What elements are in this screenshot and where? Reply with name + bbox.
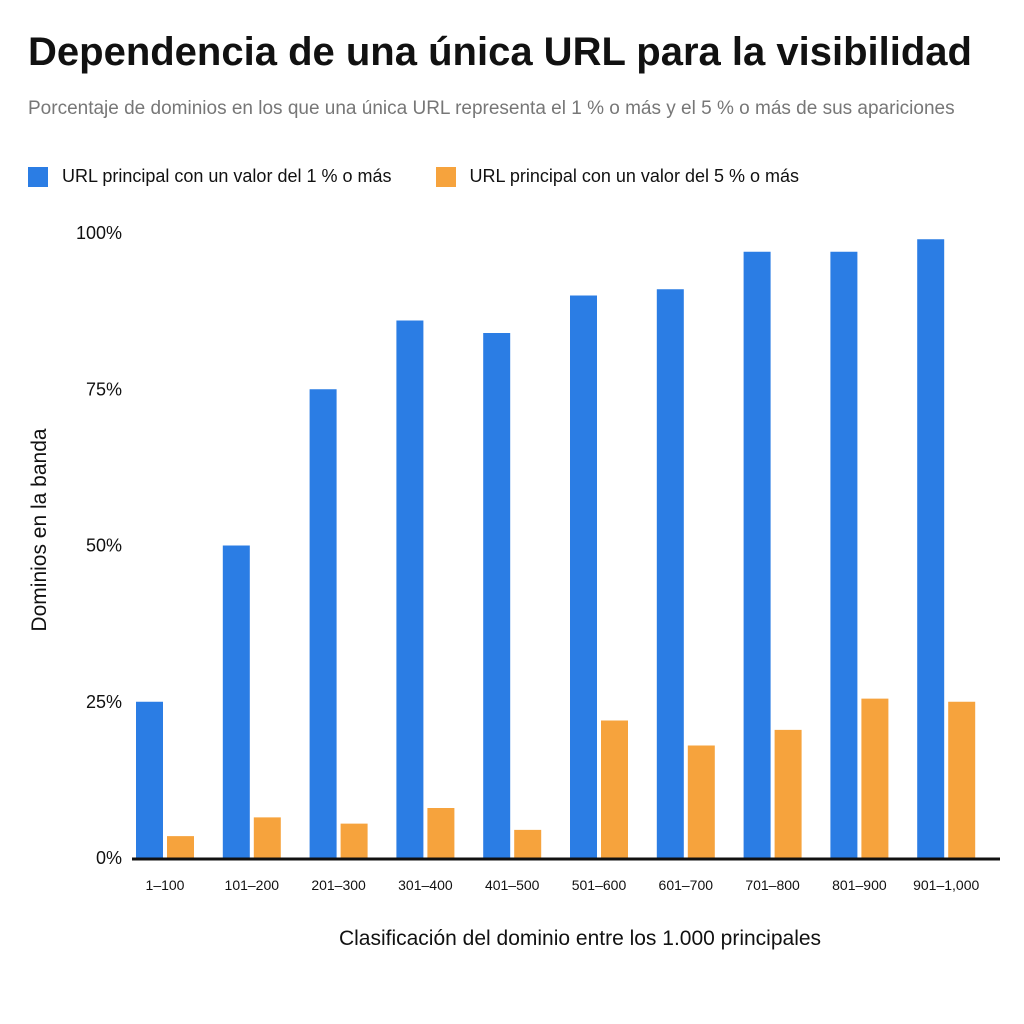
x-tick-label: 401–500: [485, 877, 540, 893]
bar-5pct: [948, 701, 976, 858]
y-tick-label: 25%: [86, 692, 122, 712]
bar-5pct: [514, 829, 542, 858]
legend: URL principal con un valor del 1 % o más…: [28, 166, 799, 187]
x-axis-labels: 1–100 101–200 201–300 301–400 401–500 501–600…: [146, 877, 980, 893]
chart-subtitle: Porcentaje de dominios en los que una ún…: [28, 98, 955, 119]
x-tick-label: 901–1,000: [913, 877, 979, 893]
y-axis-ticks: 0% 25% 50% 75% 100%: [76, 223, 122, 868]
x-tick-label: 801–900: [832, 877, 887, 893]
x-tick-label: 201–300: [311, 877, 366, 893]
y-tick-label: 100%: [76, 223, 122, 243]
bar-1pct: [917, 239, 945, 858]
bar-5pct: [167, 836, 194, 858]
bars: [136, 239, 976, 858]
bar-5pct: [687, 745, 715, 858]
bar-1pct: [483, 333, 511, 858]
bar-1pct: [830, 251, 858, 858]
x-tick-label: 701–800: [745, 877, 800, 893]
y-tick-label: 50%: [86, 536, 122, 556]
legend-swatch-5pct: [435, 166, 456, 187]
legend-swatch-1pct: [28, 166, 48, 187]
legend-item-5pct: URL principal con un valor del 5 % o más: [435, 166, 800, 187]
bar-1pct: [743, 251, 771, 858]
bar-5pct: [861, 698, 889, 858]
bar-5pct: [340, 823, 368, 858]
legend-item-1pct: URL principal con un valor del 1 % o más: [28, 166, 392, 187]
bar-1pct: [309, 389, 337, 858]
bar-5pct: [253, 817, 281, 858]
legend-label-5pct: URL principal con un valor del 5 % o más: [469, 166, 800, 186]
bar-5pct: [427, 808, 455, 858]
bar-1pct: [136, 701, 163, 858]
x-tick-label: 301–400: [398, 877, 453, 893]
x-tick-label: 501–600: [572, 877, 627, 893]
y-tick-label: 75%: [86, 379, 122, 399]
chart-title: Dependencia de una única URL para la vis…: [28, 30, 972, 74]
bar-5pct: [774, 729, 802, 858]
bar-1pct: [222, 545, 250, 858]
x-axis-title: Clasificación del dominio entre los 1.00…: [339, 927, 821, 950]
y-axis-title: Dominios en la banda: [28, 428, 51, 631]
bar-5pct: [601, 720, 628, 858]
bar-1pct: [570, 295, 597, 858]
x-tick-label: 101–200: [225, 877, 280, 893]
bar-1pct: [396, 320, 424, 858]
x-tick-label: 601–700: [659, 877, 714, 893]
bar-1pct: [656, 289, 684, 858]
legend-label-1pct: URL principal con un valor del 1 % o más: [62, 166, 392, 186]
x-tick-label: 1–100: [146, 877, 185, 893]
y-tick-label: 0%: [96, 848, 122, 868]
